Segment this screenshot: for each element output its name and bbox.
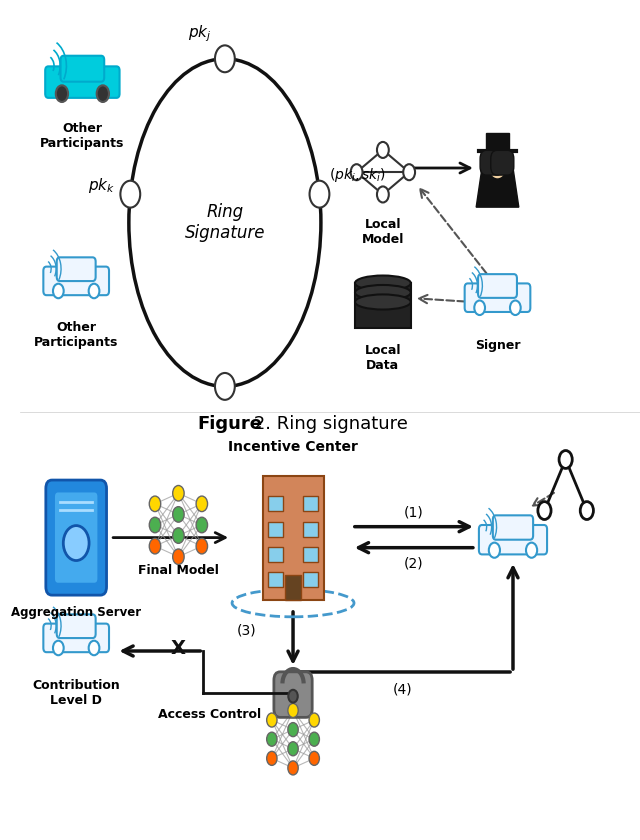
Circle shape (289, 690, 298, 702)
Text: Final Model: Final Model (138, 564, 219, 577)
Circle shape (63, 526, 89, 560)
Circle shape (215, 45, 235, 72)
Text: Signer: Signer (475, 339, 520, 352)
FancyBboxPatch shape (61, 55, 104, 81)
Text: Contribution
Level D: Contribution Level D (32, 679, 120, 706)
Circle shape (288, 761, 298, 775)
Circle shape (56, 86, 68, 102)
Circle shape (351, 164, 362, 181)
Circle shape (97, 86, 109, 102)
Circle shape (309, 732, 319, 746)
Circle shape (173, 528, 184, 543)
Circle shape (309, 751, 319, 765)
FancyBboxPatch shape (274, 672, 312, 717)
Circle shape (526, 543, 537, 558)
Circle shape (510, 301, 521, 315)
Circle shape (173, 507, 184, 522)
Ellipse shape (355, 295, 411, 309)
Text: (1): (1) (404, 506, 424, 520)
FancyBboxPatch shape (57, 614, 95, 638)
Text: X: X (171, 639, 186, 658)
Circle shape (196, 496, 207, 512)
Text: $pk_k$: $pk_k$ (88, 176, 115, 195)
FancyBboxPatch shape (45, 66, 120, 97)
Circle shape (196, 517, 207, 533)
Circle shape (288, 722, 298, 737)
FancyBboxPatch shape (303, 522, 319, 537)
Circle shape (196, 538, 207, 554)
Text: (4): (4) (393, 683, 413, 697)
Text: Access Control: Access Control (158, 708, 261, 721)
Circle shape (173, 486, 184, 501)
Circle shape (173, 549, 184, 564)
FancyBboxPatch shape (268, 547, 283, 562)
Circle shape (267, 713, 277, 727)
FancyBboxPatch shape (465, 283, 531, 312)
FancyBboxPatch shape (478, 274, 517, 298)
FancyBboxPatch shape (44, 266, 109, 295)
Text: (2): (2) (404, 557, 424, 571)
Text: Local
Model: Local Model (362, 218, 404, 246)
Circle shape (288, 703, 298, 717)
Circle shape (53, 284, 64, 298)
Text: Figure: Figure (197, 415, 262, 433)
FancyBboxPatch shape (285, 575, 301, 600)
Text: Other
Participants: Other Participants (34, 321, 118, 349)
Circle shape (89, 641, 99, 655)
FancyBboxPatch shape (479, 525, 547, 554)
Circle shape (403, 164, 415, 181)
Circle shape (559, 450, 572, 469)
Circle shape (149, 496, 161, 512)
Circle shape (310, 181, 330, 207)
Ellipse shape (355, 285, 411, 300)
Circle shape (267, 732, 277, 746)
FancyBboxPatch shape (46, 480, 106, 595)
FancyBboxPatch shape (57, 257, 95, 281)
Circle shape (149, 538, 161, 554)
Circle shape (149, 517, 161, 533)
Circle shape (120, 181, 140, 207)
Circle shape (489, 543, 500, 558)
FancyBboxPatch shape (355, 283, 411, 328)
Circle shape (538, 501, 551, 519)
Ellipse shape (355, 276, 411, 291)
FancyBboxPatch shape (44, 623, 109, 652)
FancyBboxPatch shape (268, 522, 283, 537)
Circle shape (288, 742, 298, 756)
Circle shape (215, 373, 235, 400)
FancyBboxPatch shape (55, 492, 97, 583)
Circle shape (488, 152, 508, 179)
FancyBboxPatch shape (262, 475, 323, 600)
FancyBboxPatch shape (491, 150, 514, 175)
Circle shape (89, 284, 99, 298)
FancyBboxPatch shape (303, 496, 319, 512)
Circle shape (267, 751, 277, 765)
FancyBboxPatch shape (268, 572, 283, 587)
Text: (3): (3) (237, 623, 257, 637)
Polygon shape (476, 171, 519, 207)
FancyBboxPatch shape (493, 515, 533, 540)
Polygon shape (486, 133, 509, 151)
Circle shape (580, 501, 593, 519)
Text: 2. Ring signature: 2. Ring signature (248, 415, 408, 433)
FancyBboxPatch shape (303, 572, 319, 587)
Text: Ring
Signature: Ring Signature (184, 203, 265, 242)
FancyBboxPatch shape (480, 150, 503, 175)
Text: $(pk_i, sk_i)$: $(pk_i, sk_i)$ (329, 166, 386, 184)
Text: Local
Data: Local Data (365, 344, 401, 372)
Circle shape (474, 301, 485, 315)
Circle shape (309, 713, 319, 727)
Circle shape (377, 142, 388, 158)
FancyBboxPatch shape (303, 547, 319, 562)
Text: Other
Participants: Other Participants (40, 122, 125, 150)
Circle shape (53, 641, 64, 655)
Text: $pk_j$: $pk_j$ (188, 23, 212, 44)
Circle shape (377, 186, 388, 202)
Text: Incentive Center: Incentive Center (228, 439, 358, 454)
Text: Aggregation Server: Aggregation Server (11, 606, 141, 619)
FancyBboxPatch shape (268, 496, 283, 512)
